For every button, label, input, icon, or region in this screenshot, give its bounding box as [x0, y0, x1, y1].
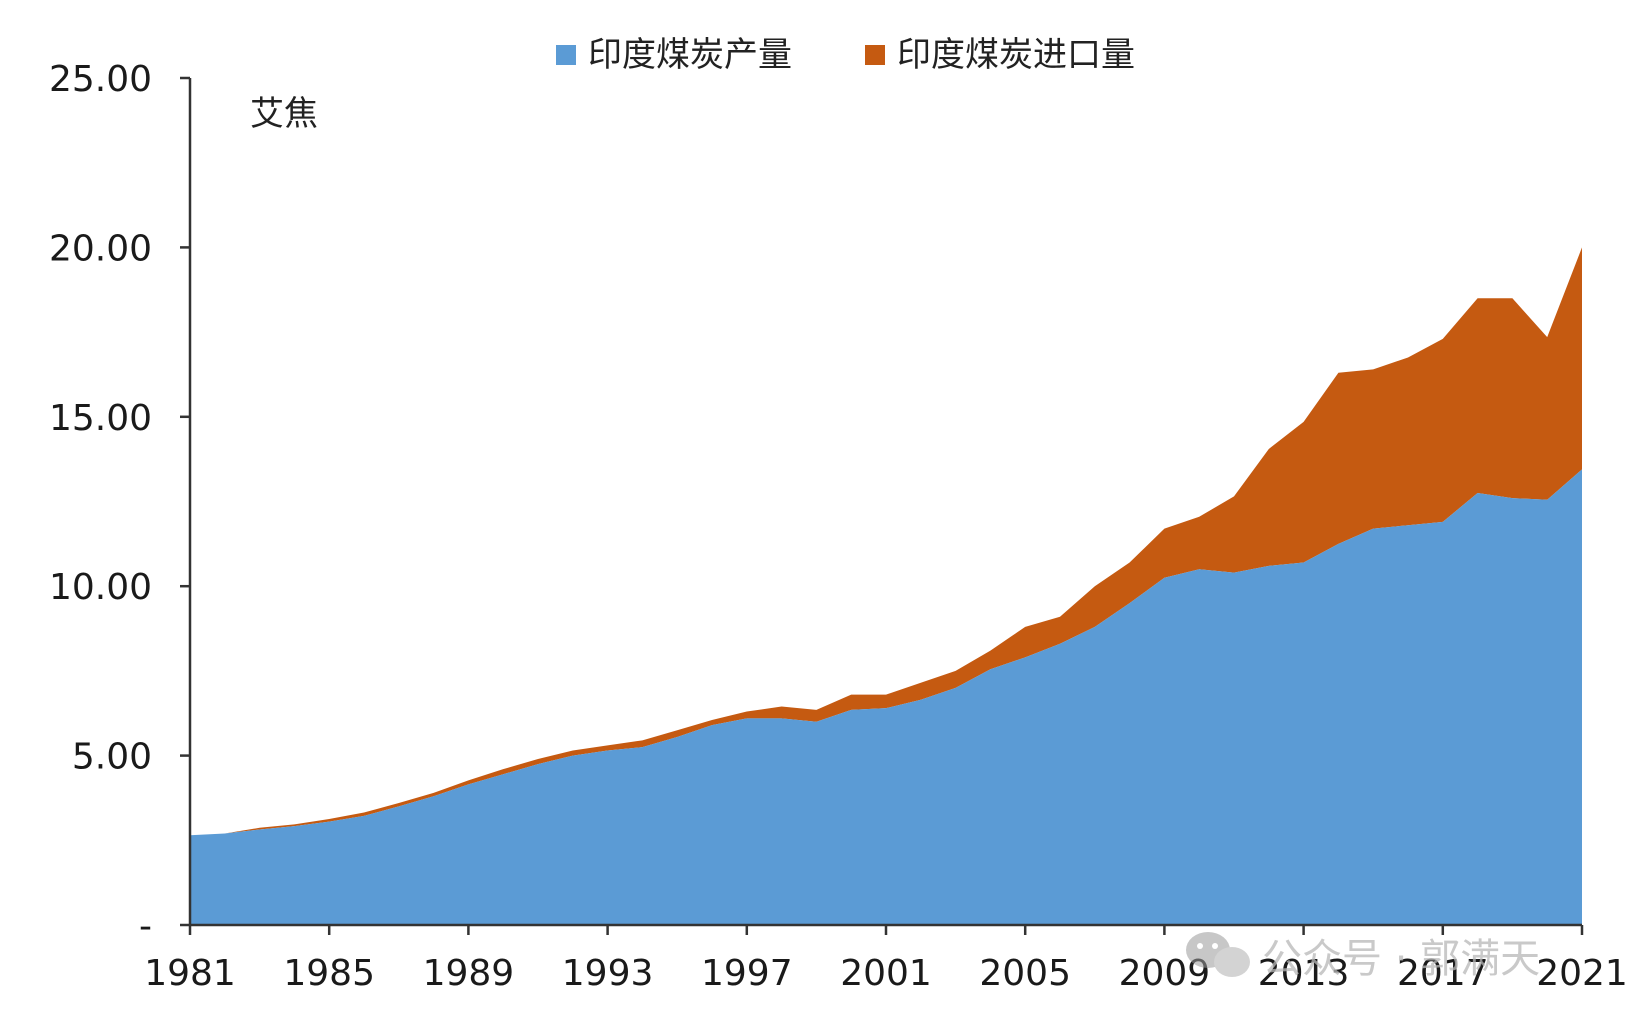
y-tick-label: -	[139, 906, 152, 947]
y-axis-ticks: - 5.00 10.00 15.00 20.00 25.00	[49, 59, 190, 947]
y-tick-label: 15.00	[49, 398, 152, 439]
wechat-icon	[1186, 932, 1250, 977]
x-tick-label: 1981	[144, 953, 236, 994]
plot-areas	[190, 247, 1582, 925]
y-tick-label: 25.00	[49, 59, 152, 100]
legend-label-imports: 印度煤炭进口量	[897, 35, 1135, 75]
legend: 印度煤炭产量 印度煤炭进口量	[556, 35, 1135, 75]
x-tick-label: 1989	[423, 953, 515, 994]
watermark: 公众号 · 郭满天	[1186, 932, 1540, 982]
legend-label-production: 印度煤炭产量	[588, 35, 792, 75]
x-tick-label: 2021	[1536, 953, 1628, 994]
x-axis-ticks: 1981 1985 1989 1993 1997 2001 2005 2009 2013 2017…	[144, 925, 1628, 994]
watermark-text: 公众号 · 郭满天	[1262, 936, 1540, 982]
y-tick-label: 5.00	[72, 737, 152, 778]
x-tick-label: 2013	[1258, 953, 1350, 994]
x-tick-label: 2005	[979, 953, 1071, 994]
x-tick-label: 1993	[562, 953, 654, 994]
x-tick-label: 2017	[1397, 953, 1489, 994]
x-tick-label: 2001	[840, 953, 932, 994]
legend-swatch-imports	[865, 45, 885, 65]
y-axis-unit-label: 艾焦	[250, 94, 318, 134]
area-series-production	[190, 469, 1582, 925]
x-tick-label: 1997	[701, 953, 793, 994]
x-tick-label: 1985	[283, 953, 375, 994]
y-tick-label: 20.00	[49, 228, 152, 269]
y-tick-label: 10.00	[49, 567, 152, 608]
legend-swatch-production	[556, 45, 576, 65]
area-series-imports	[190, 247, 1582, 836]
